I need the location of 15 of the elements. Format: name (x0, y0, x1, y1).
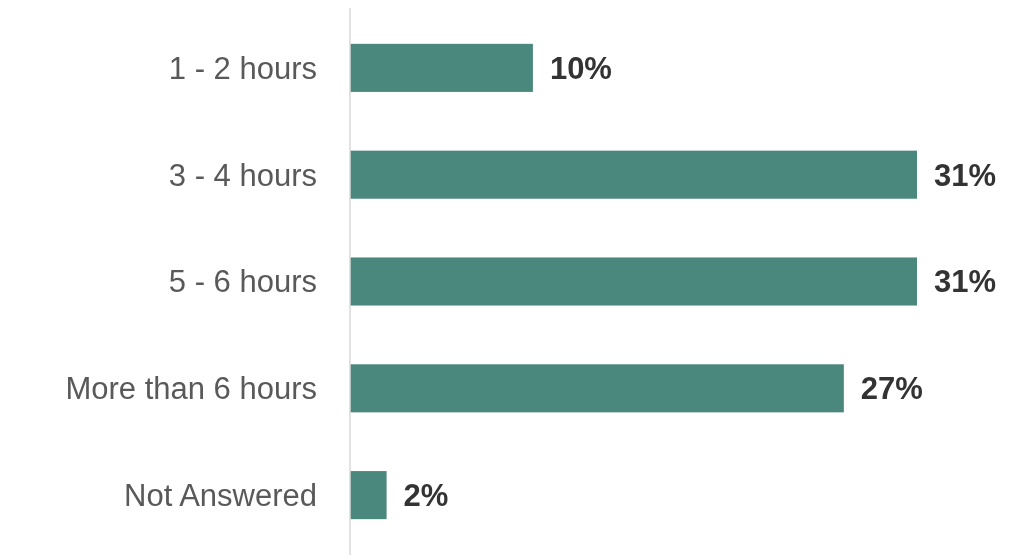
bar (350, 150, 917, 199)
y-tick-label: 1 - 2 hours (168, 50, 317, 86)
data-label: 27% (860, 371, 923, 407)
data-label: 10% (549, 50, 612, 86)
data-label: 2% (403, 477, 449, 513)
y-tick-label: Not Answered (124, 477, 317, 513)
bar (350, 257, 917, 306)
y-tick-label: 5 - 6 hours (168, 264, 317, 300)
y-tick-label: 3 - 4 hours (168, 157, 317, 193)
bar (350, 364, 844, 413)
bar (350, 43, 533, 92)
data-label: 31% (934, 264, 997, 300)
data-label: 31% (934, 157, 997, 193)
bar (350, 471, 387, 520)
y-tick-label: More than 6 hours (65, 371, 317, 407)
